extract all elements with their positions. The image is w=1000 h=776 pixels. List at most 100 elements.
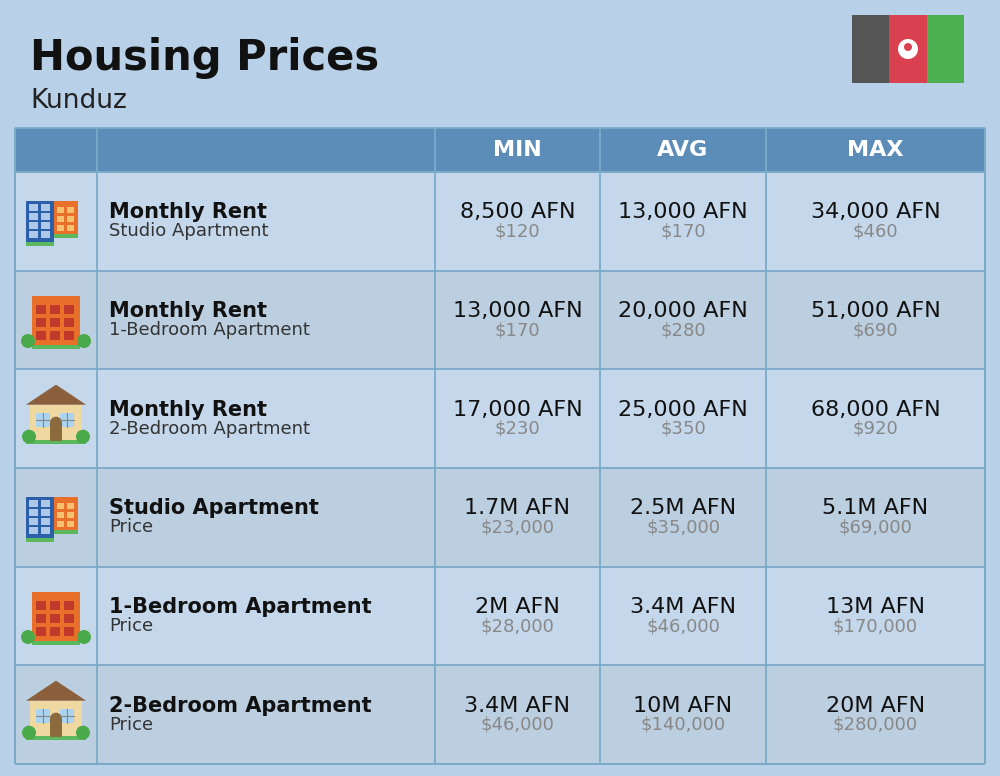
Bar bbox=[36, 413, 50, 427]
Text: 2-Bedroom Apartment: 2-Bedroom Apartment bbox=[109, 420, 310, 438]
Text: 2M AFN: 2M AFN bbox=[475, 597, 560, 617]
Bar bbox=[60, 708, 74, 722]
Bar bbox=[903, 52, 913, 55]
Text: MAX: MAX bbox=[847, 140, 904, 160]
Bar bbox=[67, 521, 74, 528]
Text: 13,000 AFN: 13,000 AFN bbox=[453, 301, 582, 321]
Text: Housing Prices: Housing Prices bbox=[30, 37, 379, 79]
Circle shape bbox=[22, 430, 36, 444]
Bar bbox=[54, 530, 78, 535]
Bar bbox=[50, 627, 60, 636]
Bar bbox=[60, 413, 74, 427]
Text: $230: $230 bbox=[495, 420, 540, 438]
Bar bbox=[41, 509, 50, 516]
Circle shape bbox=[77, 630, 91, 644]
Bar bbox=[29, 501, 38, 508]
Text: $280,000: $280,000 bbox=[833, 715, 918, 733]
Text: $120: $120 bbox=[495, 223, 540, 241]
Bar bbox=[29, 204, 38, 211]
Bar bbox=[29, 231, 38, 238]
Bar bbox=[32, 345, 80, 349]
Bar bbox=[30, 404, 82, 441]
Circle shape bbox=[22, 726, 36, 740]
Bar bbox=[15, 369, 985, 468]
Bar bbox=[852, 15, 889, 83]
Bar bbox=[41, 204, 50, 211]
Text: $280: $280 bbox=[660, 321, 706, 339]
Bar bbox=[50, 614, 60, 623]
Bar bbox=[15, 172, 985, 271]
Text: $170: $170 bbox=[660, 223, 706, 241]
Bar bbox=[54, 234, 78, 238]
Text: 20,000 AFN: 20,000 AFN bbox=[618, 301, 748, 321]
Bar bbox=[766, 128, 985, 172]
Text: 1.7M AFN: 1.7M AFN bbox=[464, 498, 570, 518]
Bar bbox=[57, 207, 64, 213]
Text: Studio Apartment: Studio Apartment bbox=[109, 498, 319, 518]
Text: 17,000 AFN: 17,000 AFN bbox=[453, 400, 582, 420]
Bar bbox=[26, 497, 54, 539]
Text: 13,000 AFN: 13,000 AFN bbox=[618, 203, 748, 223]
Bar bbox=[54, 201, 78, 235]
Bar bbox=[36, 305, 46, 314]
Bar bbox=[889, 15, 927, 83]
Text: 25,000 AFN: 25,000 AFN bbox=[618, 400, 748, 420]
Bar bbox=[50, 331, 60, 340]
Bar bbox=[36, 318, 46, 327]
Text: 3.4M AFN: 3.4M AFN bbox=[630, 597, 736, 617]
Bar bbox=[50, 318, 60, 327]
Text: $69,000: $69,000 bbox=[839, 518, 912, 536]
Bar bbox=[50, 305, 60, 314]
Bar bbox=[29, 213, 38, 220]
Bar bbox=[57, 217, 64, 223]
Bar bbox=[67, 512, 74, 518]
Bar bbox=[64, 331, 74, 340]
Bar bbox=[26, 242, 54, 246]
Text: Price: Price bbox=[109, 617, 153, 635]
Bar bbox=[15, 665, 985, 764]
Bar bbox=[41, 518, 50, 525]
Circle shape bbox=[898, 39, 918, 59]
Bar bbox=[600, 128, 766, 172]
Text: $350: $350 bbox=[660, 420, 706, 438]
Bar bbox=[67, 225, 74, 231]
Bar bbox=[41, 501, 50, 508]
Text: 3.4M AFN: 3.4M AFN bbox=[464, 695, 570, 715]
Text: $28,000: $28,000 bbox=[481, 617, 554, 635]
Text: $170,000: $170,000 bbox=[833, 617, 918, 635]
Polygon shape bbox=[26, 681, 86, 701]
Bar bbox=[29, 518, 38, 525]
Text: Price: Price bbox=[109, 715, 153, 733]
Text: 1-Bedroom Apartment: 1-Bedroom Apartment bbox=[109, 597, 372, 617]
Text: 2-Bedroom Apartment: 2-Bedroom Apartment bbox=[109, 695, 372, 715]
Text: AVG: AVG bbox=[657, 140, 709, 160]
Circle shape bbox=[50, 712, 62, 725]
Bar bbox=[32, 592, 80, 642]
Text: 5.1M AFN: 5.1M AFN bbox=[822, 498, 929, 518]
Bar bbox=[36, 331, 46, 340]
Bar bbox=[15, 271, 985, 369]
Text: $460: $460 bbox=[853, 223, 898, 241]
Text: $23,000: $23,000 bbox=[480, 518, 554, 536]
Bar bbox=[29, 528, 38, 535]
Circle shape bbox=[21, 630, 35, 644]
Text: 51,000 AFN: 51,000 AFN bbox=[811, 301, 940, 321]
Bar bbox=[15, 566, 985, 665]
Bar bbox=[36, 708, 50, 722]
Bar bbox=[57, 504, 64, 509]
Bar bbox=[26, 539, 54, 542]
Bar bbox=[67, 207, 74, 213]
Text: Monthly Rent: Monthly Rent bbox=[109, 400, 267, 420]
Text: 10M AFN: 10M AFN bbox=[633, 695, 733, 715]
Bar bbox=[435, 128, 600, 172]
Text: 2.5M AFN: 2.5M AFN bbox=[630, 498, 736, 518]
Bar bbox=[41, 528, 50, 535]
Bar bbox=[64, 627, 74, 636]
Text: 8,500 AFN: 8,500 AFN bbox=[460, 203, 575, 223]
Text: Price: Price bbox=[109, 518, 153, 536]
Text: 13M AFN: 13M AFN bbox=[826, 597, 925, 617]
Text: MIN: MIN bbox=[493, 140, 542, 160]
Circle shape bbox=[76, 430, 90, 444]
Bar bbox=[57, 225, 64, 231]
Bar bbox=[32, 296, 80, 346]
